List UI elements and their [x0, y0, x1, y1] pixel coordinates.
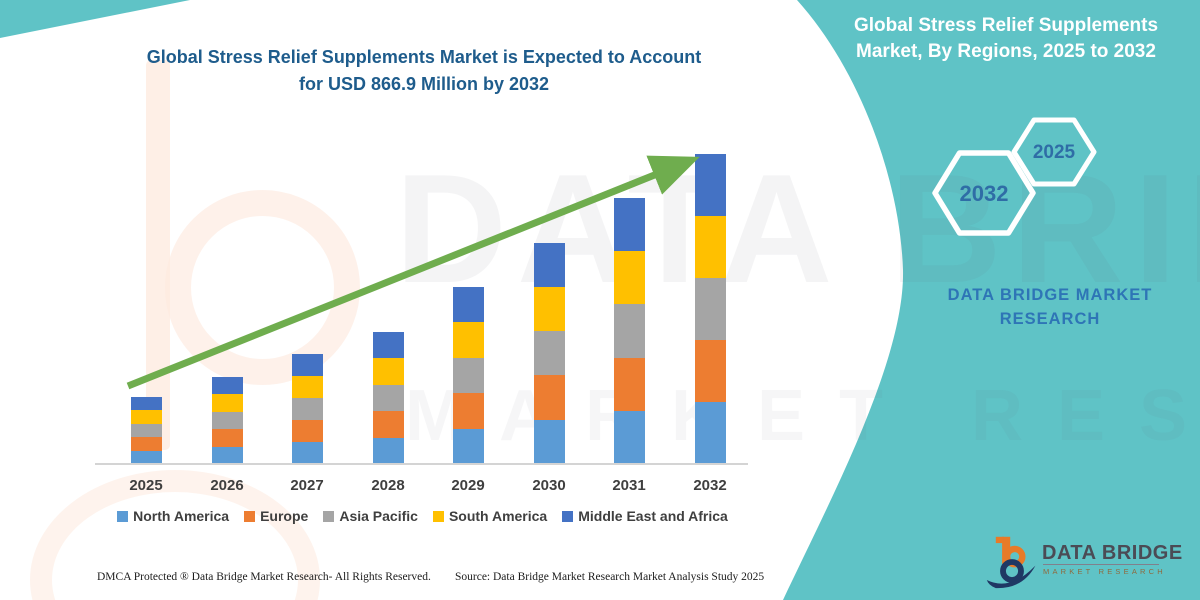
footer-source-text: Source: Data Bridge Market Research Mark… [455, 571, 765, 583]
legend-swatch-icon [117, 510, 129, 522]
bar-2027 [291, 353, 323, 464]
segment-2025-middle-east-and-africa [130, 397, 162, 411]
chart-legend: North America Europe Asia Pacific South Ame… [90, 508, 755, 524]
chart-title-line1: Global Stress Relief Supplements Market … [146, 47, 702, 67]
company-logo-subtitle: MARKET RESEARCH [1043, 567, 1166, 576]
bar-2028 [372, 331, 404, 464]
segment-2025-europe [130, 437, 162, 451]
segment-2032-asia-pacific [694, 278, 726, 340]
segment-2032-south-america [694, 216, 726, 278]
segment-2027-south-america [291, 375, 323, 398]
segment-2029-asia-pacific [452, 357, 484, 393]
segment-2028-asia-pacific [372, 384, 404, 411]
legend-item-middle-east-and-africa: Middle East and Africa [562, 508, 728, 524]
segment-2026-europe [211, 429, 243, 447]
hexagon-2032 [932, 150, 1036, 236]
x-axis-label-2029: 2029 [451, 477, 485, 494]
segment-2026-middle-east-and-africa [211, 376, 243, 394]
chart-title-line2: for USD 866.9 Million by 2032 [298, 74, 550, 94]
x-axis-label-2028: 2028 [371, 477, 405, 494]
legend-item-asia-pacific: Asia Pacific [323, 508, 418, 524]
segment-2025-south-america [130, 410, 162, 424]
segment-2025-asia-pacific [130, 423, 162, 438]
hexagon-2025 [1011, 117, 1097, 187]
segment-2031-asia-pacific [613, 304, 645, 358]
segment-2029-europe [452, 393, 484, 429]
bar-2032 [694, 154, 726, 464]
segment-2032-europe [694, 340, 726, 402]
bar-2025 [130, 397, 162, 464]
x-axis-line [95, 463, 748, 465]
hexagon-2032-label: 2032 [959, 181, 1009, 206]
segment-2026-asia-pacific [211, 411, 243, 429]
segment-2031-middle-east-and-africa [613, 198, 645, 252]
company-logo: DATA BRIDGE MARKET RESEARCH [985, 527, 1182, 589]
segment-2032-middle-east-and-africa [694, 154, 726, 216]
legend-item-europe: Europe [244, 508, 308, 524]
company-logo-divider [1043, 564, 1159, 565]
segment-2030-middle-east-and-africa [533, 242, 565, 287]
bar-2029 [452, 286, 484, 464]
hexagon-badges [932, 117, 1097, 236]
x-axis-label-2030: 2030 [532, 477, 566, 494]
brand-wordmark: DATA BRIDGE MARKET RESEARCH [900, 283, 1200, 331]
x-axis-label-2032: 2032 [693, 477, 727, 494]
x-axis-label-2031: 2031 [612, 477, 646, 494]
brand-wordmark-line1: DATA BRIDGE MARKET [947, 286, 1153, 304]
right-panel-title-line1: Global Stress Relief Supplements [853, 15, 1159, 36]
teal-top-left-wedge [0, 0, 190, 38]
segment-2030-south-america [533, 286, 565, 332]
bar-2030 [533, 242, 565, 464]
chart-title: Global Stress Relief Supplements Market … [88, 44, 760, 98]
legend-label: Europe [260, 508, 309, 524]
legend-label: North America [133, 508, 230, 524]
segment-2028-south-america [372, 358, 404, 385]
segment-2030-asia-pacific [533, 331, 565, 376]
legend-swatch-icon [562, 510, 574, 522]
legend-swatch-icon [432, 510, 444, 522]
segment-2030-north-america [533, 419, 565, 464]
segment-2027-middle-east-and-africa [291, 353, 323, 376]
segment-2028-europe [372, 411, 404, 438]
company-logo-name: DATA BRIDGE [1042, 542, 1183, 564]
segment-2029-north-america [452, 428, 484, 464]
bar-2026 [211, 376, 243, 464]
segment-2027-asia-pacific [291, 397, 323, 420]
legend-item-south-america: South America [432, 508, 548, 524]
legend-label: Middle East and Africa [578, 508, 728, 524]
company-logo-icon [986, 536, 1036, 589]
segment-2027-europe [291, 419, 323, 442]
segment-2025-north-america [130, 450, 162, 464]
footer-dmca-text: DMCA Protected ® Data Bridge Market Rese… [97, 571, 431, 583]
legend-label: Asia Pacific [339, 508, 418, 524]
x-axis-label-2026: 2026 [210, 477, 244, 494]
segment-2026-south-america [211, 394, 243, 412]
segment-2031-north-america [613, 410, 645, 464]
x-axis-label-2025: 2025 [129, 477, 163, 494]
segment-2028-north-america [372, 437, 404, 464]
brand-wordmark-line2: RESEARCH [999, 310, 1101, 328]
segment-2026-north-america [211, 446, 243, 464]
segment-2027-north-america [291, 441, 323, 464]
x-axis-label-2027: 2027 [290, 477, 324, 494]
right-panel-title-line2: Market, By Regions, 2025 to 2032 [856, 41, 1156, 62]
segment-2029-south-america [452, 322, 484, 358]
hexagon-2025-label: 2025 [1032, 142, 1076, 163]
segment-2030-europe [533, 375, 565, 420]
bar-2031 [613, 198, 645, 464]
legend-label: South America [448, 508, 548, 524]
legend-item-north-america: North America [117, 508, 229, 524]
segment-2031-south-america [613, 251, 645, 305]
segment-2032-north-america [694, 402, 726, 464]
right-panel-title: Global Stress Relief Supplements Market,… [830, 13, 1182, 65]
segment-2029-middle-east-and-africa [452, 286, 484, 322]
teal-right-panel-shape [783, 0, 1200, 600]
legend-swatch-icon [244, 510, 256, 522]
legend-swatch-icon [323, 510, 335, 522]
segment-2028-middle-east-and-africa [372, 331, 404, 358]
segment-2031-europe [613, 357, 645, 411]
